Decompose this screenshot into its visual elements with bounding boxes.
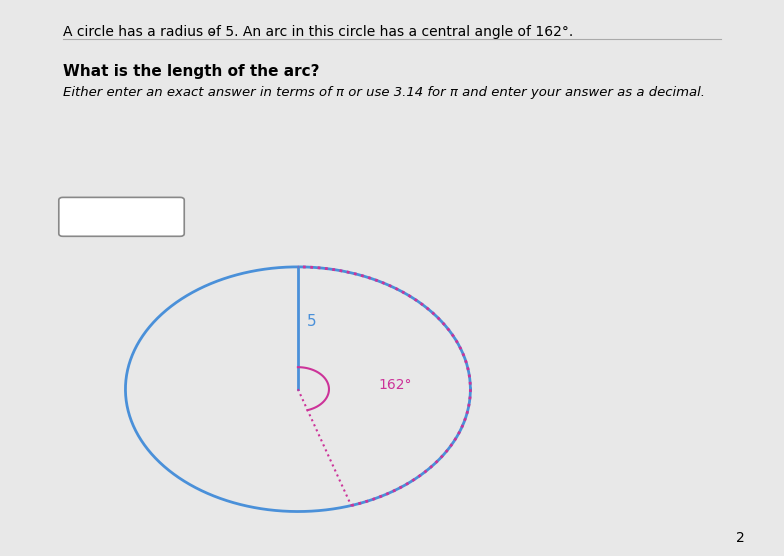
Text: 5: 5 xyxy=(307,315,317,329)
Text: What is the length of the arc?: What is the length of the arc? xyxy=(63,64,319,79)
Text: Either enter an exact answer in terms of π or use 3.14 for π and enter your answ: Either enter an exact answer in terms of… xyxy=(63,86,705,99)
FancyBboxPatch shape xyxy=(59,197,184,236)
Text: 162°: 162° xyxy=(379,378,412,392)
Text: A circle has a radius of 5. An arc in this circle has a central angle of 162°.: A circle has a radius of 5. An arc in th… xyxy=(63,25,573,39)
Text: 2: 2 xyxy=(736,531,745,545)
